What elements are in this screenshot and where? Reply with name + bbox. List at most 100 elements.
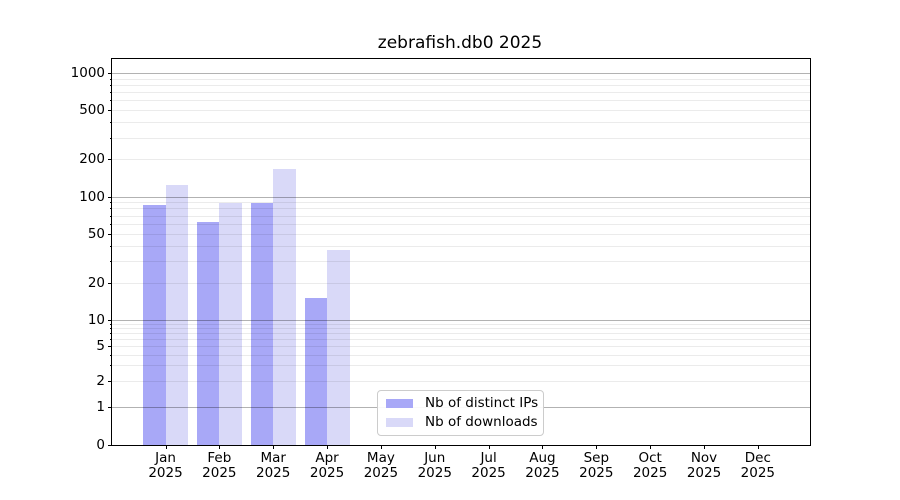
y-tick-label-50: 50 [87,225,105,242]
y-minor-tick-30 [110,261,112,263]
gridline-y-1000 [112,73,810,74]
month-label: Jan [155,450,176,466]
y-minor-tick-7 [110,333,112,335]
x-tick-label-mar: Mar 2025 [241,451,305,481]
gridline-y-6 [112,339,810,341]
x-tick-label-nov: Nov 2025 [672,451,736,481]
year-label: 2025 [579,465,614,481]
gridline-y-5 [112,346,810,348]
year-label: 2025 [256,465,291,481]
year-label: 2025 [417,465,452,481]
x-tick-aug [542,445,544,449]
x-tick-label-oct: Oct 2025 [618,451,682,481]
gridline-y-9 [112,323,810,325]
year-label: 2025 [148,465,183,481]
legend-label: Nb of distinct IPs [425,394,539,411]
x-tick-nov [704,445,705,449]
y-minor-tick-700 [110,92,112,94]
legend: Nb of distinct IPs Nb of downloads [377,390,544,436]
y-tick-1000 [108,73,112,74]
gridline-y-600 [112,100,810,102]
y-tick-100 [108,196,112,198]
gridline-y-70 [112,215,810,217]
chart-title: zebrafish.db0 2025 [377,33,543,53]
y-tick-10 [108,320,112,321]
gridline-y-50 [112,233,810,235]
y-minor-tick-3 [110,365,112,367]
y-minor-tick-400 [110,122,112,124]
month-label: Oct [638,450,662,466]
y-tick-label-10: 10 [87,312,105,328]
x-tick-jun [434,445,436,449]
year-label: 2025 [309,465,345,481]
x-tick-jan [165,445,167,449]
x-tick-label-jun: Jun 2025 [403,451,467,481]
y-minor-tick-900 [110,78,112,80]
x-tick-label-sep: Sep 2025 [564,451,628,481]
month-label: Sep [583,450,610,466]
plot-area [111,58,811,446]
y-minor-tick-600 [110,100,112,102]
y-minor-tick-9 [110,323,112,325]
year-label: 2025 [740,465,776,481]
y-tick-label-20: 20 [87,274,105,291]
x-tick-label-apr: Apr 2025 [295,451,359,481]
month-label: Mar [260,450,286,466]
gridline-y-100 [112,196,810,198]
year-label: 2025 [686,465,722,481]
bar-jan-ips [143,205,166,445]
y-tick-0 [108,445,112,446]
gridline-y-900 [112,78,810,80]
year-label: 2025 [471,465,506,481]
gridline-y-200 [112,159,810,161]
year-label: 2025 [632,465,668,481]
gridline-y-90 [112,202,810,204]
gridline-y-20 [112,282,810,284]
gridline-y-2 [112,380,810,382]
gridline-y-60 [112,223,810,225]
x-tick-label-may: May 2025 [349,451,413,481]
year-label: 2025 [363,465,399,481]
month-label: Feb [207,450,232,466]
x-tick-oct [650,445,652,449]
y-tick-500 [108,110,112,112]
gridline-y-4 [112,354,810,356]
bar-feb-ips [196,222,220,445]
y-minor-tick-70 [110,215,112,217]
y-minor-tick-80 [110,208,112,210]
bar-mar-ips [250,203,274,445]
y-minor-tick-300 [110,137,112,139]
y-tick-label-5: 5 [96,338,105,355]
legend-item-downloads: Nb of downloads [386,414,543,431]
gridline-y-400 [112,122,810,124]
year-label: 2025 [525,465,560,481]
y-tick-label-2: 2 [96,372,105,389]
x-tick-label-jul: Jul 2025 [457,451,521,481]
gridline-y-10 [112,320,810,321]
bar-mar-downloads [273,168,296,445]
bar-feb-downloads [219,202,242,445]
y-minor-tick-60 [110,223,112,225]
x-tick-apr [327,445,329,449]
x-tick-mar [273,445,275,449]
month-label: May [366,450,395,466]
bar-apr-ips [304,298,328,445]
legend-label: Nb of downloads [425,414,538,431]
year-label: 2025 [202,465,237,481]
y-tick-50 [108,233,112,235]
y-minor-tick-40 [110,245,112,247]
month-label: Jun [424,450,446,466]
month-label: Dec [744,450,771,466]
month-label: Apr [315,450,339,466]
y-tick-5 [108,346,112,348]
gridline-y-500 [112,110,810,112]
x-tick-label-aug: Aug 2025 [510,451,574,481]
x-tick-label-dec: Dec 2025 [726,451,790,481]
y-tick-20 [108,282,112,284]
gridline-y-80 [112,208,810,210]
bar-apr-downloads [327,249,350,445]
y-tick-200 [108,159,112,161]
x-tick-dec [757,445,759,449]
gridline-y-300 [112,137,810,139]
